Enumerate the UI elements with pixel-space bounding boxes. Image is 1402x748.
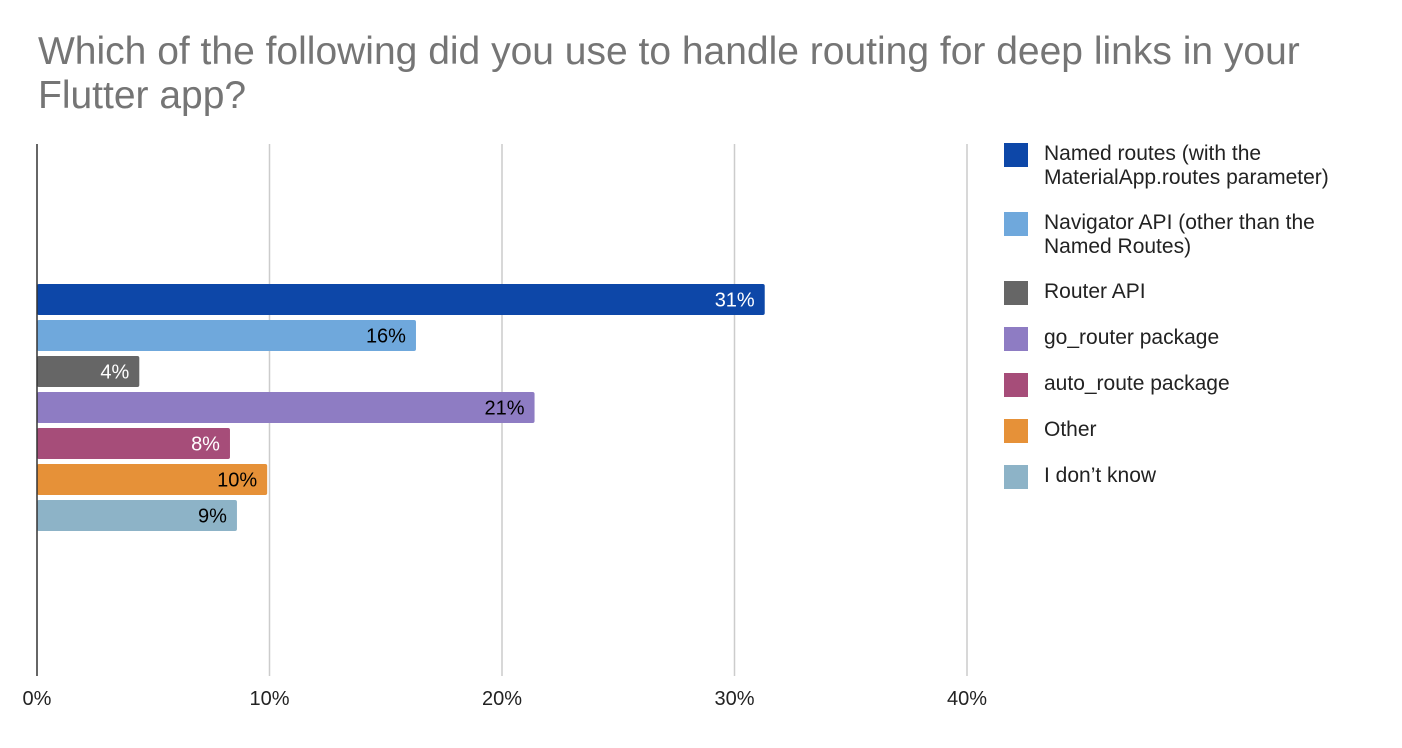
data-label: 8% — [191, 434, 220, 456]
legend-swatch — [1004, 465, 1028, 489]
x-axis-tick-labels: 0% 10% 20% 30% 40% — [23, 688, 988, 710]
legend-label: go_router package — [1044, 326, 1220, 349]
legend-item: auto_route package — [1004, 372, 1384, 397]
data-label: 10% — [217, 470, 257, 492]
legend-item: Navigator API (other than the Named Rout… — [1004, 211, 1384, 259]
x-tick-label: 30% — [714, 688, 754, 710]
legend-label: I don’t know — [1044, 464, 1157, 487]
legend-swatch — [1004, 327, 1028, 351]
legend-label: Router API — [1044, 280, 1146, 303]
bar — [37, 464, 268, 495]
x-tick-label: 20% — [482, 688, 522, 710]
data-label: 4% — [100, 362, 129, 384]
data-label: 21% — [485, 398, 525, 420]
legend-label: Named routes (with the MaterialApp.route… — [1044, 142, 1329, 189]
legend-swatch — [1004, 373, 1028, 397]
legend-swatch — [1004, 419, 1028, 443]
legend-label: Navigator API (other than the Named Rout… — [1044, 211, 1315, 258]
bar — [37, 500, 237, 531]
legend-label: Other — [1044, 418, 1097, 441]
legend-item: Other — [1004, 418, 1384, 443]
legend-swatch — [1004, 212, 1028, 236]
legend-swatch — [1004, 143, 1028, 167]
x-tick-label: 0% — [23, 688, 52, 710]
bars — [37, 284, 765, 531]
legend-item: I don’t know — [1004, 464, 1384, 489]
bar — [37, 284, 765, 315]
data-label: 9% — [198, 506, 227, 528]
bar — [37, 356, 140, 387]
legend-label: auto_route package — [1044, 372, 1230, 395]
data-label: 31% — [715, 290, 755, 312]
chart-title: Which of the following did you use to ha… — [38, 30, 1300, 117]
data-label: 16% — [366, 326, 406, 348]
bar — [37, 392, 535, 423]
x-tick-label: 40% — [947, 688, 987, 710]
legend-item: go_router package — [1004, 326, 1384, 351]
x-tick-label: 10% — [249, 688, 289, 710]
legend-swatch — [1004, 281, 1028, 305]
bar — [37, 320, 416, 351]
bar — [37, 428, 230, 459]
legend: Named routes (with the MaterialApp.route… — [1004, 142, 1384, 510]
data-labels: 31% 16% 4% 21% 8% 10% 9% — [100, 290, 755, 528]
legend-item: Named routes (with the MaterialApp.route… — [1004, 142, 1384, 190]
legend-item: Router API — [1004, 280, 1384, 305]
